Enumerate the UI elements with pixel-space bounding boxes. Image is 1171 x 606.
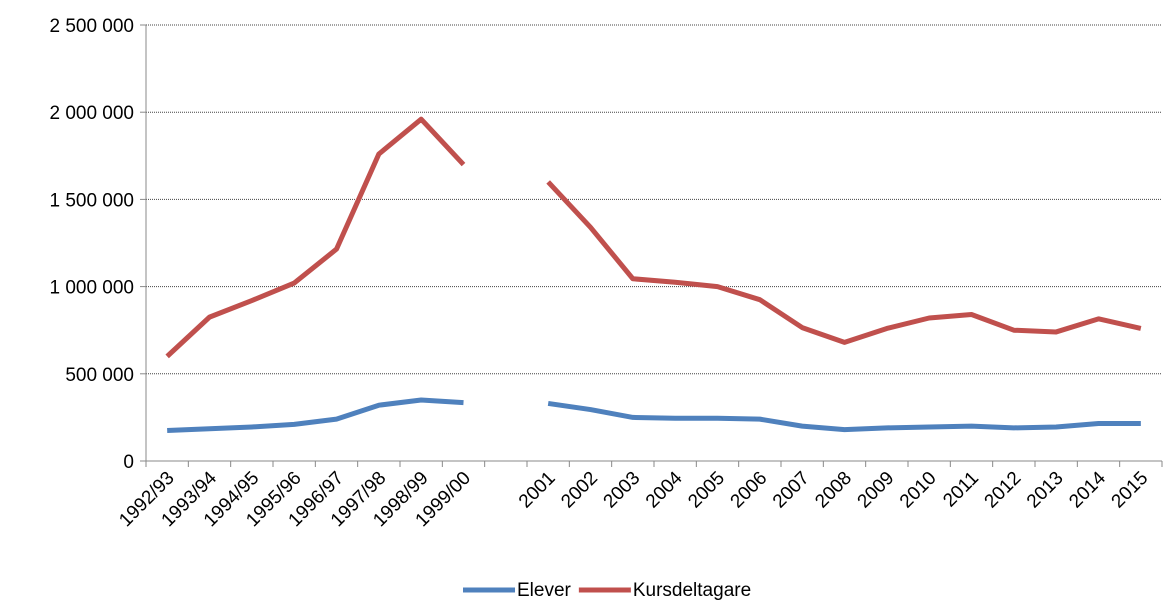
series-line: [165, 116, 1142, 359]
legend-label: Elever: [517, 580, 572, 601]
x-tick-label: 2001: [515, 468, 560, 513]
y-tick-label: 1 500 000: [49, 190, 134, 211]
x-tick-label: 2010: [896, 468, 941, 513]
x-tick-label: 2014: [1065, 467, 1110, 512]
x-tick-label: 2013: [1023, 468, 1068, 513]
x-tick-label: 2012: [981, 468, 1026, 513]
x-tick-label: 2004: [642, 467, 687, 512]
y-tick-label: 1 000 000: [49, 278, 134, 299]
y-tick-label: 2 000 000: [49, 103, 134, 124]
y-tick-label: 500 000: [65, 365, 134, 386]
x-tick-label: 2008: [811, 468, 856, 513]
x-tick-label: 2011: [939, 468, 983, 512]
y-tick-label: 2 500 000: [49, 16, 134, 37]
x-tick-label: 2003: [600, 468, 645, 513]
x-tick-label: 2002: [557, 468, 602, 513]
y-tick-label: 0: [123, 452, 134, 473]
series-line: [167, 397, 1141, 433]
legend-label: Kursdeltagare: [633, 580, 751, 601]
x-tick-label: 2009: [854, 468, 899, 513]
x-tick-label: 2007: [769, 468, 814, 513]
x-tick-label: 2006: [727, 468, 772, 513]
x-tick-label: 2015: [1108, 468, 1153, 513]
x-tick-label: 2005: [684, 468, 729, 513]
